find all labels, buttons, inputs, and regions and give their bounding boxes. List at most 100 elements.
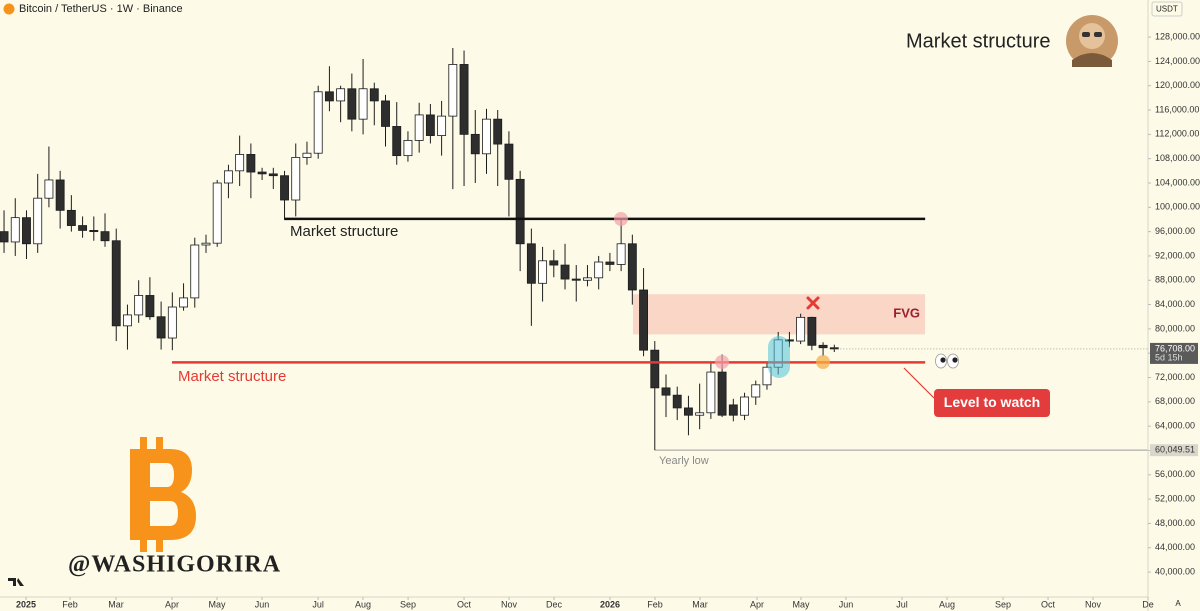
candle-body: [807, 316, 817, 346]
symbol-title: Bitcoin / TetherUS · 1W · Binance: [19, 3, 183, 15]
candle-body: [201, 242, 211, 246]
candle-body: [459, 64, 469, 135]
candle-body: [728, 404, 738, 416]
y-tick-label: 80,000.00: [1155, 323, 1195, 333]
candle-body: [100, 231, 110, 242]
x-tick-label: Feb: [62, 599, 78, 609]
y-tick-label: 48,000.00: [1155, 518, 1195, 528]
x-tick-label: Mar: [108, 599, 124, 609]
candle-body: [672, 394, 682, 409]
rejection-cross: [806, 296, 820, 310]
candle-body: [167, 306, 177, 339]
x-tick-label: Nov: [1085, 599, 1102, 609]
y-tick-label: 44,000.00: [1155, 542, 1195, 552]
candle-body: [246, 154, 256, 173]
candle-body: [627, 243, 637, 291]
fvg-label: FVG: [893, 305, 920, 320]
y-tick-label: 128,000.00: [1155, 31, 1200, 41]
candle-body: [369, 88, 379, 102]
candle-body: [313, 91, 323, 154]
countdown-label: 5d 15h: [1155, 352, 1183, 362]
y-tick-label: 52,000.00: [1155, 493, 1195, 503]
candle-body: [639, 289, 649, 351]
candle-body: [78, 225, 88, 231]
y-tick-label: 124,000.00: [1155, 56, 1200, 66]
x-tick-label: 2025: [16, 599, 36, 609]
candle-body: [526, 243, 536, 284]
last-price-box: [1150, 342, 1198, 364]
candle-body: [10, 217, 20, 243]
x-tick-label: Sep: [400, 599, 416, 609]
candle-body: [33, 197, 43, 245]
candle-body: [538, 260, 548, 284]
x-tick-label: Oct: [457, 599, 472, 609]
y-tick-label: 108,000.00: [1155, 153, 1200, 163]
bitcoin-logo: [130, 437, 196, 552]
candle-body: [571, 278, 581, 281]
candle-body: [392, 126, 402, 157]
x-tick-label: Feb: [647, 599, 663, 609]
x-tick-label: May: [792, 599, 810, 609]
candle-body: [515, 178, 525, 245]
x-tick-label: Nov: [501, 599, 518, 609]
candle-body: [583, 277, 592, 281]
candle-body: [717, 371, 727, 416]
candle-body: [448, 64, 458, 117]
candle-body: [134, 295, 144, 316]
y-tick-label: 56,000.00: [1155, 469, 1195, 479]
scale-mode: A: [1175, 599, 1181, 608]
currency-box: [1151, 1, 1183, 17]
avatar-glasses: [1082, 32, 1090, 37]
chart-title: Market structure: [906, 30, 1050, 52]
touch-marker: [816, 355, 830, 369]
candle-body: [403, 140, 413, 157]
candle-body: [123, 314, 132, 327]
candle-body: [280, 175, 289, 201]
candle-body: [347, 88, 357, 120]
candle-body: [324, 91, 334, 102]
x-tick-label: May: [208, 599, 226, 609]
candle-body: [605, 261, 615, 265]
watermark: @WASHIGORIRA: [68, 552, 281, 578]
candle-body: [661, 387, 671, 396]
candle-body: [223, 170, 233, 184]
candle-body: [425, 114, 435, 136]
candle-body: [493, 118, 503, 145]
highlight: [768, 336, 790, 378]
candle-body: [482, 118, 491, 155]
candle-body: [145, 295, 155, 318]
avatar-face: [1079, 23, 1105, 49]
candle-body: [762, 366, 772, 386]
y-tick-label: 96,000.00: [1155, 226, 1195, 236]
candle-body: [336, 88, 346, 102]
candle-body: [684, 407, 693, 416]
candle-body: [257, 171, 267, 175]
candle-body: [616, 243, 626, 265]
x-tick-label: Mar: [692, 599, 708, 609]
candle-body: [437, 115, 447, 136]
x-tick-label: Oct: [1041, 599, 1056, 609]
level-label: Market structure: [290, 223, 398, 240]
candle-body: [560, 264, 570, 280]
yearly-low-box: [1150, 444, 1198, 457]
candle-body: [414, 114, 424, 141]
candle-body: [358, 88, 368, 120]
candle-body: [818, 344, 828, 349]
candle-body: [156, 316, 166, 339]
candle-body: [650, 349, 660, 389]
y-tick-label: 40,000.00: [1155, 566, 1195, 576]
y-tick-label: 92,000.00: [1155, 250, 1195, 260]
callout-pointer: [903, 367, 935, 399]
y-tick-label: 88,000.00: [1155, 275, 1195, 285]
currency: USDT: [1156, 5, 1178, 14]
candle-body: [796, 316, 806, 342]
touch-marker: [614, 212, 628, 226]
candle-body: [44, 179, 54, 199]
candle-body: [470, 133, 480, 155]
x-tick-label: Jun: [255, 599, 270, 609]
fvg-zone: [633, 294, 926, 335]
x-tick-label: Jul: [896, 599, 908, 609]
candle-body: [111, 240, 121, 327]
